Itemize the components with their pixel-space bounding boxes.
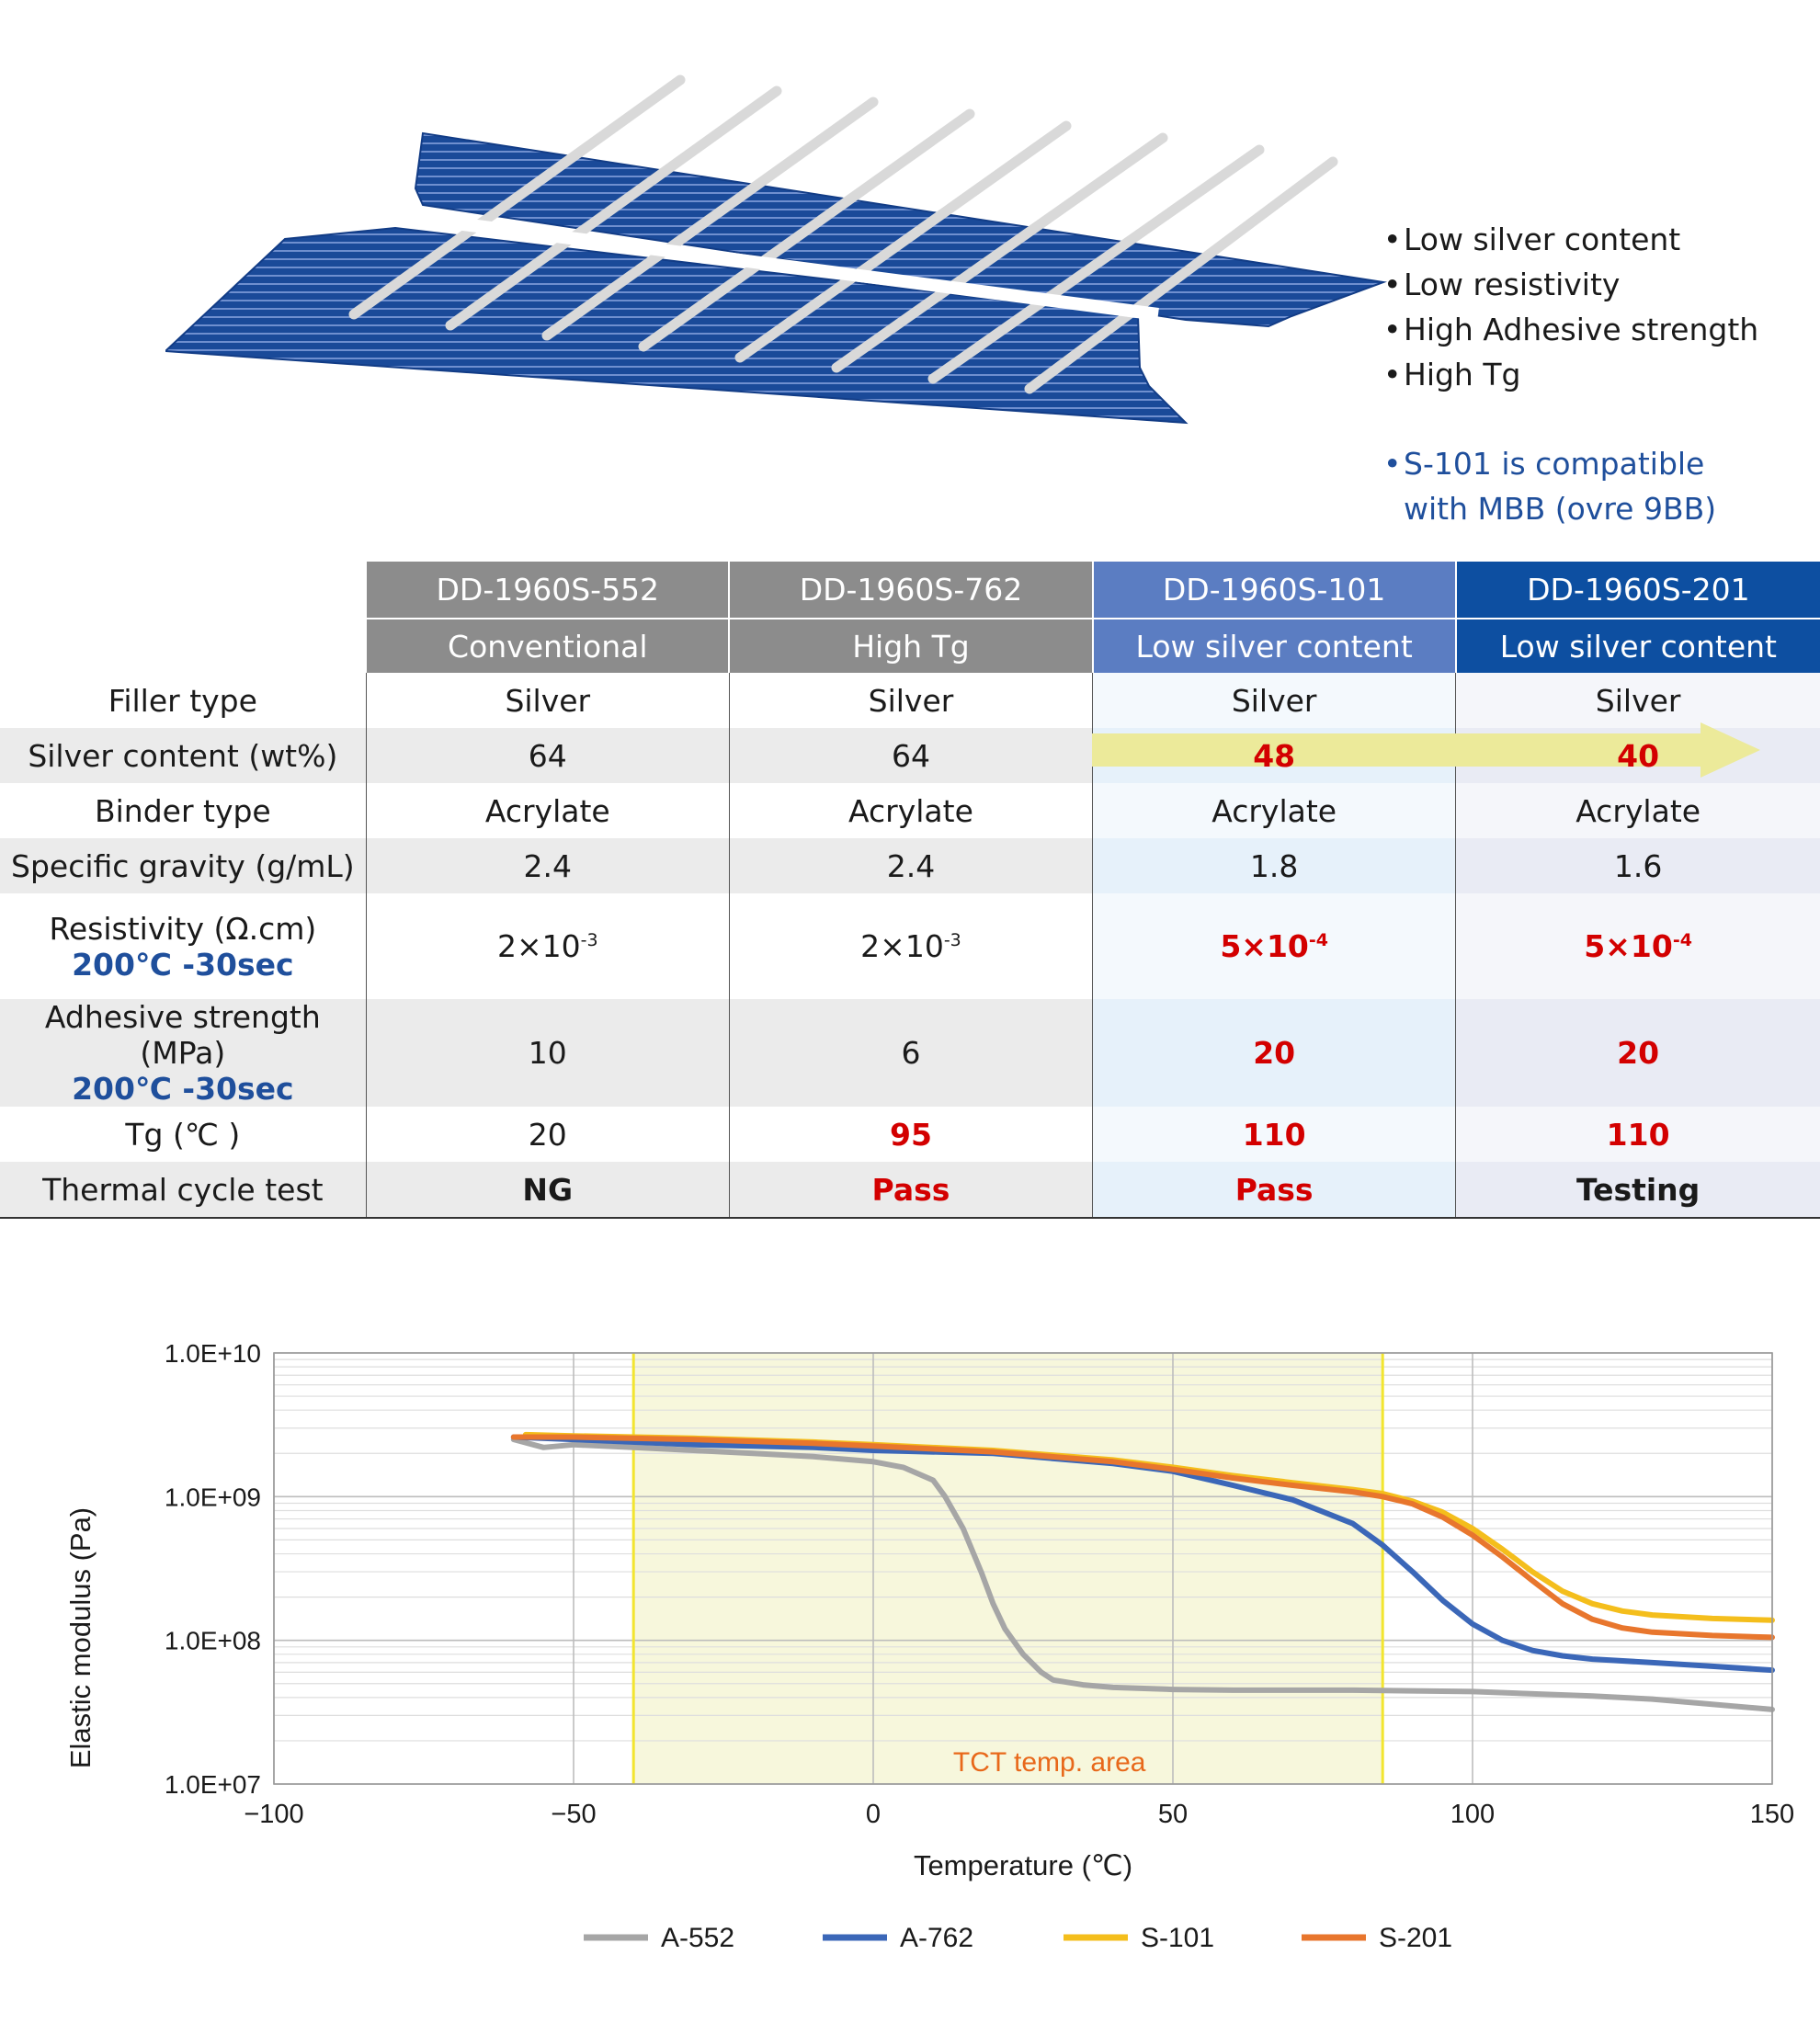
x-tick-label: −50 — [551, 1800, 596, 1829]
legend-label: A-552 — [661, 1923, 734, 1953]
cell: 2.4 — [728, 838, 1093, 893]
feature-item: •High Adhesive strength — [1383, 312, 1759, 347]
cell-gap — [413, 211, 1159, 321]
row-resistivity: Resistivity (Ω.cm) 200℃ -30sec 2×10-3 2×… — [0, 893, 1820, 999]
cell: Silver — [365, 673, 730, 728]
tct-band-bounds — [631, 1353, 1384, 1784]
feature-list: •Low silver content •Low resistivity •Hi… — [1383, 217, 1806, 531]
row-tg: Tg (℃ ) 20 95 110 110 — [0, 1107, 1820, 1162]
product-code-101: DD-1960S-101 — [1091, 562, 1456, 619]
x-axis-label: Temperature (℃) — [914, 1849, 1132, 1881]
row-label: Resistivity (Ω.cm) 200℃ -30sec — [49, 910, 317, 983]
header-blank — [0, 562, 366, 619]
cell: Pass — [728, 1162, 1093, 1219]
row-label: Adhesive strength (MPa) 200℃ -30sec — [0, 999, 367, 1107]
cell: 40 — [1455, 728, 1820, 783]
cell: 110 — [1092, 1107, 1456, 1162]
row-filler-type: Filler type Silver Silver Silver Silver — [0, 673, 1820, 728]
cell: 64 — [728, 728, 1093, 783]
y-tick-label: 1.0E+09 — [165, 1483, 261, 1511]
cell: Acrylate — [728, 783, 1093, 838]
x-tick-label: −100 — [244, 1800, 303, 1829]
tct-band-fill — [633, 1353, 1383, 1784]
x-tick-label: 150 — [1750, 1800, 1794, 1829]
compatibility-note: •S-101 is compatible — [1383, 446, 1705, 482]
cell: 10 — [365, 999, 730, 1107]
header-blank — [0, 619, 366, 673]
x-tick-label: 0 — [866, 1800, 881, 1829]
chart-legend: A-552 A-762 S-101 S-201 — [584, 1923, 1452, 1953]
y-tick-label: 1.0E+07 — [165, 1770, 261, 1799]
cell: 2×10-3 — [728, 893, 1093, 999]
compatibility-note-line2: with MBB (ovre 9BB) — [1404, 491, 1717, 527]
plot-frame — [273, 1352, 1773, 1785]
product-type-101: Low silver content — [1091, 618, 1456, 673]
x-tick-label: 100 — [1450, 1800, 1495, 1829]
series-line-a-762 — [510, 1434, 1775, 1674]
tct-band — [633, 1353, 1383, 1784]
row-thermal-cycle: Thermal cycle test NG Pass Pass Testing — [0, 1162, 1820, 1219]
product-code-762: DD-1960S-762 — [728, 562, 1093, 619]
cell: 1.8 — [1092, 838, 1456, 893]
cell: 20 — [365, 1107, 730, 1162]
y-tick-label: 1.0E+10 — [165, 1339, 261, 1368]
row-label: Specific gravity (g/mL) — [0, 838, 367, 893]
cell: Silver — [1092, 673, 1456, 728]
product-type-762: High Tg — [728, 618, 1093, 673]
product-type-201: Low silver content — [1454, 618, 1820, 673]
legend-label: S-201 — [1379, 1923, 1452, 1953]
cell: 20 — [1092, 999, 1456, 1107]
cell: 6 — [728, 999, 1093, 1107]
cell: Testing — [1455, 1162, 1820, 1219]
cell: Silver — [1455, 673, 1820, 728]
cell: Acrylate — [1092, 783, 1456, 838]
chart-axes: −100 −50 0 50 100 150 1.0E+07 1.0E+08 1.0E+09 1.0… — [165, 1339, 1794, 1829]
cell: 2×10-3 — [365, 893, 730, 999]
cell: 20 — [1455, 999, 1820, 1107]
y-tick-label: 1.0E+08 — [165, 1627, 261, 1655]
series-line-s-201 — [510, 1434, 1775, 1641]
cell: Acrylate — [365, 783, 730, 838]
cell: 5×10-4 — [1455, 893, 1820, 999]
row-label: Thermal cycle test — [0, 1162, 367, 1219]
row-label: Binder type — [94, 792, 271, 829]
cell: NG — [365, 1162, 730, 1219]
feature-item: •High Tg — [1383, 357, 1521, 392]
cell: Pass — [1092, 1162, 1456, 1219]
row-binder-type: Binder type Acrylate Acrylate Acrylate A… — [0, 783, 1820, 838]
legend-label: S-101 — [1141, 1923, 1214, 1953]
product-code-201: DD-1960S-201 — [1454, 562, 1820, 619]
chart-series — [510, 1431, 1775, 1712]
cell: 110 — [1455, 1107, 1820, 1162]
row-label: Filler type — [108, 682, 257, 719]
feature-item: •Low silver content — [1383, 222, 1681, 257]
solar-cell-illustration — [165, 74, 1387, 425]
row-specific-gravity: Specific gravity (g/mL) 2.4 2.4 1.8 1.6 — [0, 838, 1820, 893]
cell: Acrylate — [1455, 783, 1820, 838]
cell: Silver — [728, 673, 1093, 728]
cell: 5×10-4 — [1092, 893, 1456, 999]
series-line-a-552 — [510, 1437, 1775, 1712]
product-code-552: DD-1960S-552 — [365, 562, 730, 619]
cell: 1.6 — [1455, 838, 1820, 893]
row-adhesive-strength: Adhesive strength (MPa) 200℃ -30sec 10 6… — [0, 999, 1820, 1107]
feature-item: •Low resistivity — [1383, 267, 1621, 302]
busbar-ribbons — [348, 74, 1338, 394]
legend-label: A-762 — [900, 1923, 973, 1953]
tct-band-label: TCT temp. area — [953, 1747, 1146, 1778]
cell: 95 — [728, 1107, 1093, 1162]
row-label: Tg (℃ ) — [125, 1116, 241, 1153]
y-axis-label: Elastic modulus (Pa) — [64, 1507, 97, 1768]
cell: 48 — [1092, 728, 1456, 783]
elastic-modulus-chart: −100 −50 0 50 100 150 1.0E+07 1.0E+08 1.0E+09 1.0… — [64, 1339, 1794, 1953]
cell: 2.4 — [365, 838, 730, 893]
cell: 64 — [365, 728, 730, 783]
product-spec-table: DD-1960S-552 DD-1960S-762 DD-1960S-101 D… — [0, 562, 1820, 1223]
product-type-552: Conventional — [365, 618, 730, 673]
row-silver-content: Silver content (wt%) 64 64 48 40 — [0, 728, 1820, 783]
row-label: Silver content (wt%) — [0, 728, 367, 783]
x-tick-label: 50 — [1158, 1800, 1188, 1829]
